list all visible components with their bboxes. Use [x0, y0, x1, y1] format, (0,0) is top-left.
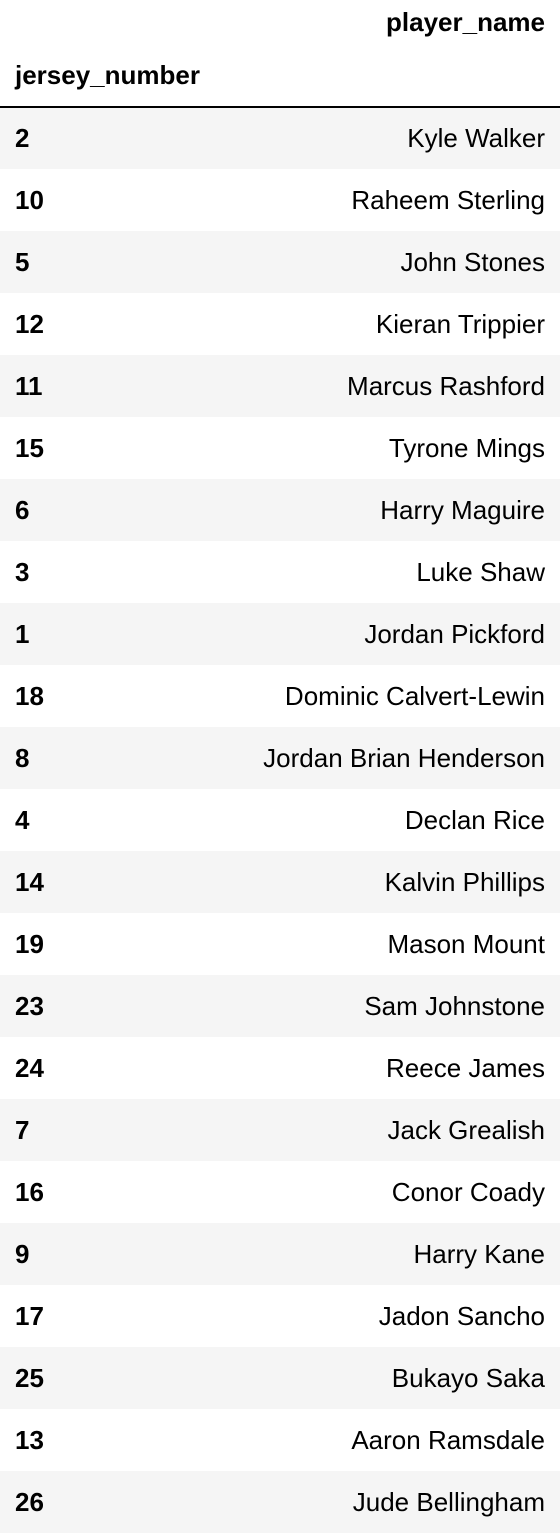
jersey-number-cell: 6: [15, 494, 30, 525]
player-name-cell: Jordan Brian Henderson: [263, 742, 545, 773]
table-row: 8 Jordan Brian Henderson: [0, 727, 560, 789]
jersey-number-cell: 10: [15, 184, 44, 215]
table-row: 4 Declan Rice: [0, 789, 560, 851]
player-name-cell: Kalvin Phillips: [384, 866, 545, 897]
table-row: 1 Jordan Pickford: [0, 603, 560, 665]
table-row: 11 Marcus Rashford: [0, 355, 560, 417]
table-row: 5 John Stones: [0, 231, 560, 293]
table-row: 26 Jude Bellingham: [0, 1471, 560, 1533]
table-row: 16 Conor Coady: [0, 1161, 560, 1223]
player-name-cell: Dominic Calvert-Lewin: [284, 680, 545, 711]
index-header-row: jersey_number: [0, 44, 560, 107]
table-body: 2 Kyle Walker 10 Raheem Sterling 5 John Stone…: [0, 107, 560, 1533]
table-row: 24 Reece James: [0, 1037, 560, 1099]
jersey-number-cell: 2: [15, 123, 30, 153]
player-name-cell: Luke Shaw: [416, 556, 545, 587]
table-row: 6 Harry Maguire: [0, 479, 560, 541]
jersey-number-cell: 11: [15, 370, 43, 401]
player-name-cell: Mason Mount: [387, 928, 545, 959]
player-name-cell: Sam Johnstone: [364, 990, 545, 1021]
table-row: 15 Tyrone Mings: [0, 417, 560, 479]
table-row: 12 Kieran Trippier: [0, 293, 560, 355]
player-name-cell: Declan Rice: [404, 804, 545, 835]
jersey-number-cell: 5: [15, 246, 30, 277]
jersey-number-cell: 3: [15, 556, 30, 587]
player-name-cell: Bukayo Saka: [391, 1362, 545, 1393]
jersey-number-cell: 17: [15, 1300, 44, 1331]
header-blank: [0, 0, 200, 44]
player-name-cell: Jadon Sancho: [378, 1300, 545, 1331]
jersey-number-cell: 18: [15, 680, 44, 711]
table-row: 10 Raheem Sterling: [0, 169, 560, 231]
jersey-number-cell: 26: [15, 1486, 44, 1517]
jersey-number-cell: 24: [15, 1052, 44, 1083]
table-row: 25 Bukayo Saka: [0, 1347, 560, 1409]
player-name-cell: Harry Maguire: [380, 494, 545, 525]
jersey-number-cell: 19: [15, 928, 44, 959]
jersey-number-cell: 23: [15, 990, 44, 1021]
table-row: 2 Kyle Walker: [0, 107, 560, 169]
player-name-cell: Reece James: [386, 1052, 545, 1083]
table-row: 19 Mason Mount: [0, 913, 560, 975]
player-name-cell: Kyle Walker: [407, 123, 545, 153]
table-row: 23 Sam Johnstone: [0, 975, 560, 1037]
table-row: 18 Dominic Calvert-Lewin: [0, 665, 560, 727]
table-row: 3 Luke Shaw: [0, 541, 560, 603]
table-row: 17 Jadon Sancho: [0, 1285, 560, 1347]
jersey-number-cell: 12: [15, 308, 44, 339]
jersey-number-cell: 9: [15, 1238, 30, 1269]
jersey-number-cell: 8: [15, 742, 30, 773]
table-row: 14 Kalvin Phillips: [0, 851, 560, 913]
player-name-cell: Raheem Sterling: [351, 184, 545, 215]
player-name-cell: Marcus Rashford: [347, 370, 545, 401]
column-header-player-name: player_name: [386, 7, 545, 37]
player-name-cell: Tyrone Mings: [388, 432, 545, 463]
jersey-number-cell: 7: [15, 1114, 30, 1145]
jersey-number-cell: 1: [15, 618, 30, 649]
player-name-cell: John Stones: [400, 246, 545, 277]
player-name-cell: Kieran Trippier: [375, 308, 545, 339]
player-name-cell: Jordan Pickford: [364, 618, 545, 649]
header-blank: [200, 44, 560, 107]
jersey-number-cell: 15: [15, 432, 44, 463]
player-name-cell: Harry Kane: [413, 1238, 546, 1269]
player-name-cell: Jude Bellingham: [352, 1486, 545, 1517]
jersey-number-cell: 13: [15, 1424, 44, 1455]
column-header-row: player_name: [0, 0, 560, 44]
table-row: 13 Aaron Ramsdale: [0, 1409, 560, 1471]
index-header-jersey-number: jersey_number: [15, 60, 200, 90]
jersey-number-cell: 16: [15, 1176, 44, 1207]
jersey-number-cell: 14: [15, 866, 44, 897]
player-name-cell: Jack Grealish: [387, 1114, 546, 1145]
player-name-cell: Conor Coady: [391, 1176, 545, 1207]
table-row: 9 Harry Kane: [0, 1223, 560, 1285]
player-name-cell: Aaron Ramsdale: [351, 1424, 545, 1455]
table-row: 7 Jack Grealish: [0, 1099, 560, 1161]
jersey-number-cell: 4: [15, 804, 30, 835]
jersey-number-cell: 25: [15, 1362, 44, 1393]
